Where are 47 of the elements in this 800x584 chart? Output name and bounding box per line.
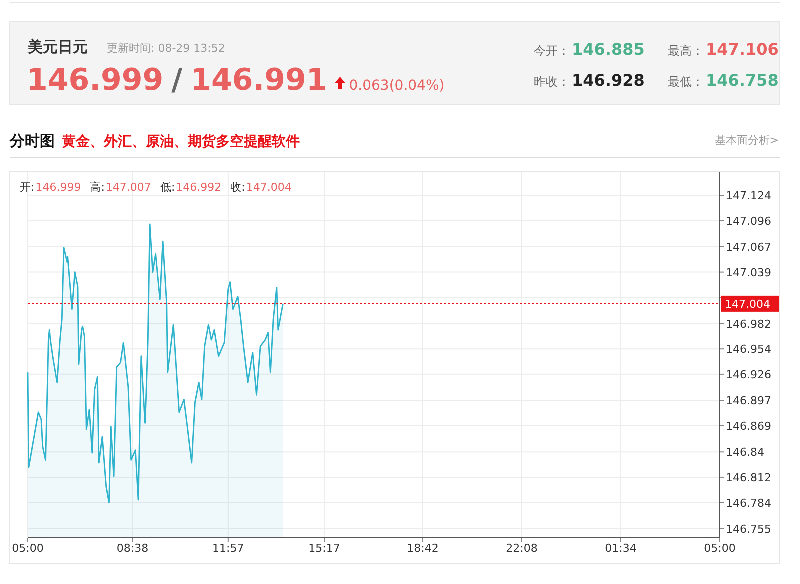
y-tick-label: 146.869 (726, 420, 772, 433)
x-tick-label: 11:57 (212, 542, 244, 555)
annotation: 147.004 (246, 181, 292, 194)
y-tick-label: 147.096 (726, 214, 772, 228)
y-tick-label: 147.039 (726, 266, 772, 280)
text: 分时图 (9, 132, 55, 150)
x-tick-label: 01:34 (605, 542, 637, 555)
y-tick-label: 146.84 (726, 446, 764, 460)
text: 146.885 (572, 40, 645, 59)
annotation: 高: (90, 181, 105, 194)
y-tick-label: 147.124 (726, 189, 772, 202)
text: 0.063(0.04%) (349, 78, 445, 94)
y-tick-label: 146.954 (726, 343, 772, 356)
annotation: 收: (230, 181, 246, 194)
text: 黄金、外汇、原油、期货多空提醒软件 (61, 133, 300, 150)
y-tick-label: 146.812 (726, 471, 772, 484)
text: 146.758 (706, 71, 779, 90)
chart-title: 美元日元 (27, 38, 88, 56)
y-tick-label: 146.897 (726, 394, 772, 408)
y-tick-label: 146.926 (726, 368, 772, 382)
annotation: 开: (20, 181, 35, 194)
text: 146.999 (27, 63, 164, 98)
x-tick-label: 15:17 (308, 542, 340, 555)
annotation: 147.007 (106, 181, 152, 194)
x-tick-label: 08:38 (116, 542, 149, 555)
text: 147.106 (706, 40, 779, 59)
x-tick-label: 05:00 (704, 542, 736, 555)
y-tick-label: 146.755 (726, 522, 772, 536)
annotation: 低: (160, 181, 176, 194)
y-tick-label: 146.784 (726, 496, 772, 510)
text: 最低： (668, 75, 704, 89)
text: 昨收： (534, 75, 570, 89)
text: 今开： (534, 44, 570, 58)
x-tick-label: 22:08 (506, 542, 538, 555)
text: 146.991 (190, 63, 328, 98)
text: 146.928 (572, 71, 645, 90)
annotation: 146.992 (176, 181, 222, 194)
annotation: 146.999 (36, 181, 82, 194)
text: 基本面分析> (714, 134, 779, 147)
x-tick-label: 18:42 (407, 542, 439, 555)
y-tick-label: 146.982 (726, 318, 772, 331)
chart-subtitle: 更新时间: 08-29 13:52 (107, 42, 226, 55)
x-tick-label: 05:00 (12, 542, 44, 555)
ref-line-label: 147.004 (725, 298, 770, 311)
text: 最高： (668, 44, 704, 58)
text: / (172, 63, 183, 98)
y-tick-label: 147.067 (726, 241, 772, 254)
